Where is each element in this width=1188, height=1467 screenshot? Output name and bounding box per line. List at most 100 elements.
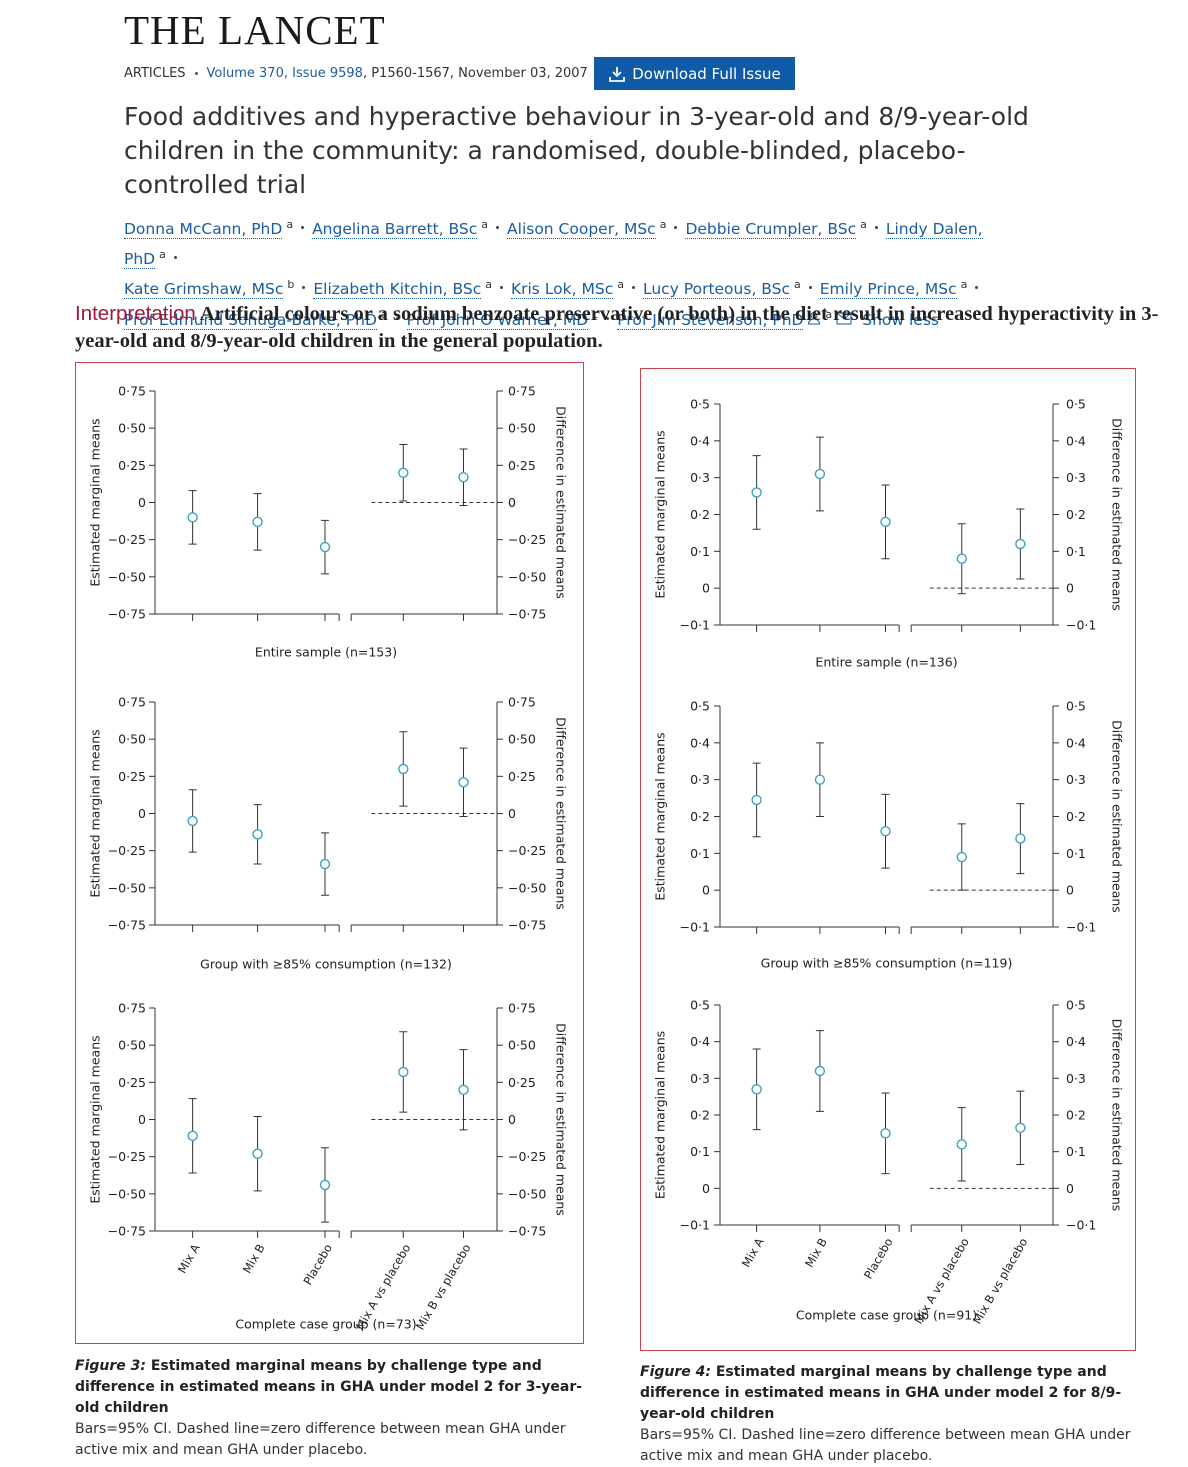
y2-tick-label: −0·75: [508, 918, 546, 933]
x-tick-label: Mix B: [240, 1241, 268, 1275]
y2-tick-label: −0·1: [1066, 920, 1096, 935]
point: [956, 1139, 967, 1150]
separator: [631, 286, 635, 290]
y2-tick-label: −0·50: [508, 569, 546, 584]
author-name[interactable]: Donna McCann, PhD: [124, 220, 283, 240]
x-tick-label: Mix A: [175, 1241, 203, 1275]
affiliation: a: [380, 308, 388, 322]
y-tick-label: −0·75: [108, 607, 146, 622]
author-name[interactable]: Debbie Crumpler, BSc: [685, 220, 857, 240]
affiliation: b: [287, 278, 295, 292]
figure-label: Figure 4:: [640, 1364, 711, 1380]
x-axis-label: Complete case group (n=73): [235, 1317, 416, 1332]
y-tick-label: −0·50: [108, 880, 146, 895]
author-name[interactable]: Kris Lok, MSc: [510, 280, 614, 300]
author-name[interactable]: Lindy Dalen, PhD: [124, 220, 983, 270]
y2-axis-label: Difference in estimated means: [554, 717, 569, 910]
x-axis-label: Entire sample (n=136): [815, 655, 957, 670]
y2-tick-label: 0·1: [1066, 846, 1086, 861]
author-name[interactable]: Emily Prince, MSc: [819, 280, 957, 300]
point: [814, 468, 826, 480]
separator: [173, 256, 177, 260]
author-name[interactable]: Prof Edmund Sonuga-Barke, PhD: [124, 310, 377, 330]
y-tick-label: 0·75: [118, 695, 146, 710]
point: [814, 1065, 826, 1077]
show-less[interactable]: Show less: [862, 310, 939, 329]
author-name[interactable]: Elizabeth Kitchin, BSc: [313, 280, 482, 300]
y2-tick-label: 0: [508, 806, 516, 821]
y-tick-label: 0·25: [118, 458, 146, 473]
person-icon[interactable]: [803, 311, 821, 329]
affiliation: a: [485, 278, 492, 292]
y2-tick-label: 0·25: [508, 1075, 536, 1090]
y-tick-label: 0·50: [118, 732, 146, 747]
y2-tick-label: 0: [1066, 883, 1074, 898]
y-tick-label: −0·1: [680, 920, 710, 935]
y2-tick-label: 0·5: [1066, 397, 1086, 412]
y-tick-label: 0·25: [118, 1075, 146, 1090]
y-tick-label: 0·1: [690, 544, 710, 559]
y2-tick-label: 0·2: [1066, 1108, 1086, 1123]
y2-tick-label: −0·75: [508, 1224, 546, 1239]
y2-tick-label: −0·25: [508, 532, 546, 547]
x-tick-label: Placebo: [861, 1236, 896, 1282]
y2-tick-label: −0·1: [1066, 618, 1096, 633]
author-name[interactable]: Alison Cooper, MSc: [507, 220, 656, 240]
figure-caption: Figure 4: Estimated marginal means by ch…: [640, 1362, 1140, 1467]
article-meta: ARTICLES Volume 370, Issue 9598 , P1560-…: [124, 66, 588, 81]
author-name[interactable]: Kate Grimshaw, MSc: [124, 280, 284, 300]
y2-tick-label: 0: [508, 1112, 516, 1127]
author-name[interactable]: Angelina Barrett, BSc: [312, 220, 478, 240]
x-axis-label: Group with ≥85% consumption (n=132): [200, 957, 452, 972]
y-tick-label: 0: [138, 806, 146, 821]
journal-logo[interactable]: THE LANCET: [124, 7, 386, 53]
y-tick-label: 0: [702, 883, 710, 898]
point: [880, 516, 891, 528]
y-axis-label: Estimated marginal means: [653, 430, 668, 598]
author-name[interactable]: Lucy Porteous, BSc: [642, 280, 791, 300]
separator: [674, 226, 678, 230]
affiliation: a: [286, 218, 294, 231]
separator: [395, 316, 399, 320]
x-tick-label: Mix B vs placebo: [970, 1236, 1031, 1327]
point: [751, 794, 762, 806]
y2-tick-label: 0·25: [508, 458, 536, 473]
x-tick-label: Mix B: [802, 1235, 830, 1269]
author-name[interactable]: Prof John O Warner, MD: [406, 310, 589, 330]
email-icon[interactable]: [832, 311, 852, 329]
separator: [975, 286, 979, 290]
point: [187, 1130, 198, 1142]
y-tick-label: 0·5: [690, 397, 710, 412]
y-tick-label: 0·1: [690, 846, 710, 861]
y-tick-label: 0·3: [690, 772, 710, 787]
figure-note: Bars=95% CI. Dashed line=zero difference…: [75, 1421, 566, 1458]
x-tick-label: Mix B vs placebo: [413, 1242, 474, 1333]
section: ARTICLES: [124, 66, 186, 81]
point: [319, 1179, 331, 1191]
y-axis-label: Estimated marginal means: [88, 729, 103, 897]
y-tick-label: 0: [702, 581, 710, 596]
figure-title: Estimated marginal means by challenge ty…: [640, 1364, 1122, 1422]
download-button[interactable]: Download Full Issue: [594, 57, 795, 90]
y-axis-label: Estimated marginal means: [88, 418, 103, 586]
y2-tick-label: 0·1: [1066, 544, 1086, 559]
affiliation: a: [960, 278, 968, 292]
interpretation: Interpretation Artificial colours or a s…: [75, 300, 1165, 355]
separator: [302, 286, 306, 290]
separator: [808, 286, 812, 290]
separator: [301, 226, 305, 230]
point: [252, 829, 263, 840]
y2-tick-label: −0·75: [508, 607, 546, 622]
author-name[interactable]: Prof Jim Stevenson, PhD: [617, 310, 804, 330]
y-tick-label: 0·3: [690, 470, 710, 485]
y-tick-label: 0·50: [118, 1038, 146, 1053]
y-tick-label: 0: [138, 495, 146, 510]
y2-tick-label: 0·75: [508, 695, 536, 710]
issue-link[interactable]: Volume 370, Issue 9598: [206, 66, 363, 81]
y-tick-label: 0·2: [690, 507, 710, 522]
y-tick-label: −0·50: [108, 1186, 146, 1201]
y2-tick-label: 0·50: [508, 1038, 536, 1053]
y-tick-label: −0·25: [108, 843, 146, 858]
y2-tick-label: 0·3: [1066, 470, 1086, 485]
